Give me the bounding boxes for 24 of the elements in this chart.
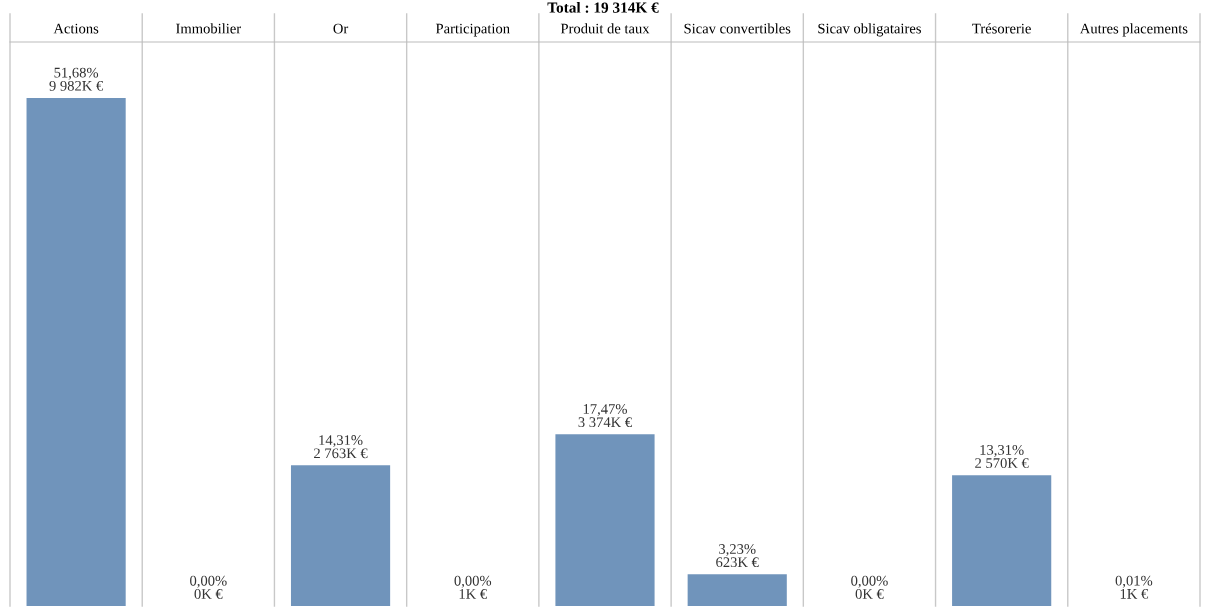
bar: [952, 475, 1052, 606]
x-tick-label: Immobilier: [176, 23, 242, 34]
data-label: 0,00% 0K €: [851, 575, 888, 599]
x-tick-label: Participation: [435, 23, 510, 37]
data-label: 0,00% 0K €: [190, 575, 227, 599]
x-tick-label: Produit de taux: [560, 23, 650, 34]
x-tick-label: Actions: [53, 23, 99, 34]
bar: [555, 434, 655, 606]
data-label: 0,01% 1K €: [1115, 575, 1153, 599]
bar: [290, 465, 391, 606]
x-tick-label: Autres placements: [1079, 23, 1188, 37]
bar: [26, 97, 126, 606]
data-label: 13,31% 2 570K €: [975, 444, 1029, 469]
data-label: 0,00% 1K €: [454, 575, 492, 599]
data-label: 17,47% 3 374K €: [578, 404, 632, 428]
x-tick-label: Or: [333, 23, 349, 34]
chart-title: Total : 19 314K €: [547, 2, 659, 13]
data-label: 3,23% 623K €: [716, 544, 759, 568]
x-tick-label: Sicav obligataires: [818, 23, 921, 37]
bar: [687, 574, 787, 606]
data-label: 14,31% 2 763K €: [314, 435, 368, 459]
x-tick-label: Trésorerie: [972, 23, 1031, 34]
data-label: 51,68% 9 982K €: [49, 67, 104, 91]
x-tick-label: Sicav convertibles: [684, 23, 791, 34]
